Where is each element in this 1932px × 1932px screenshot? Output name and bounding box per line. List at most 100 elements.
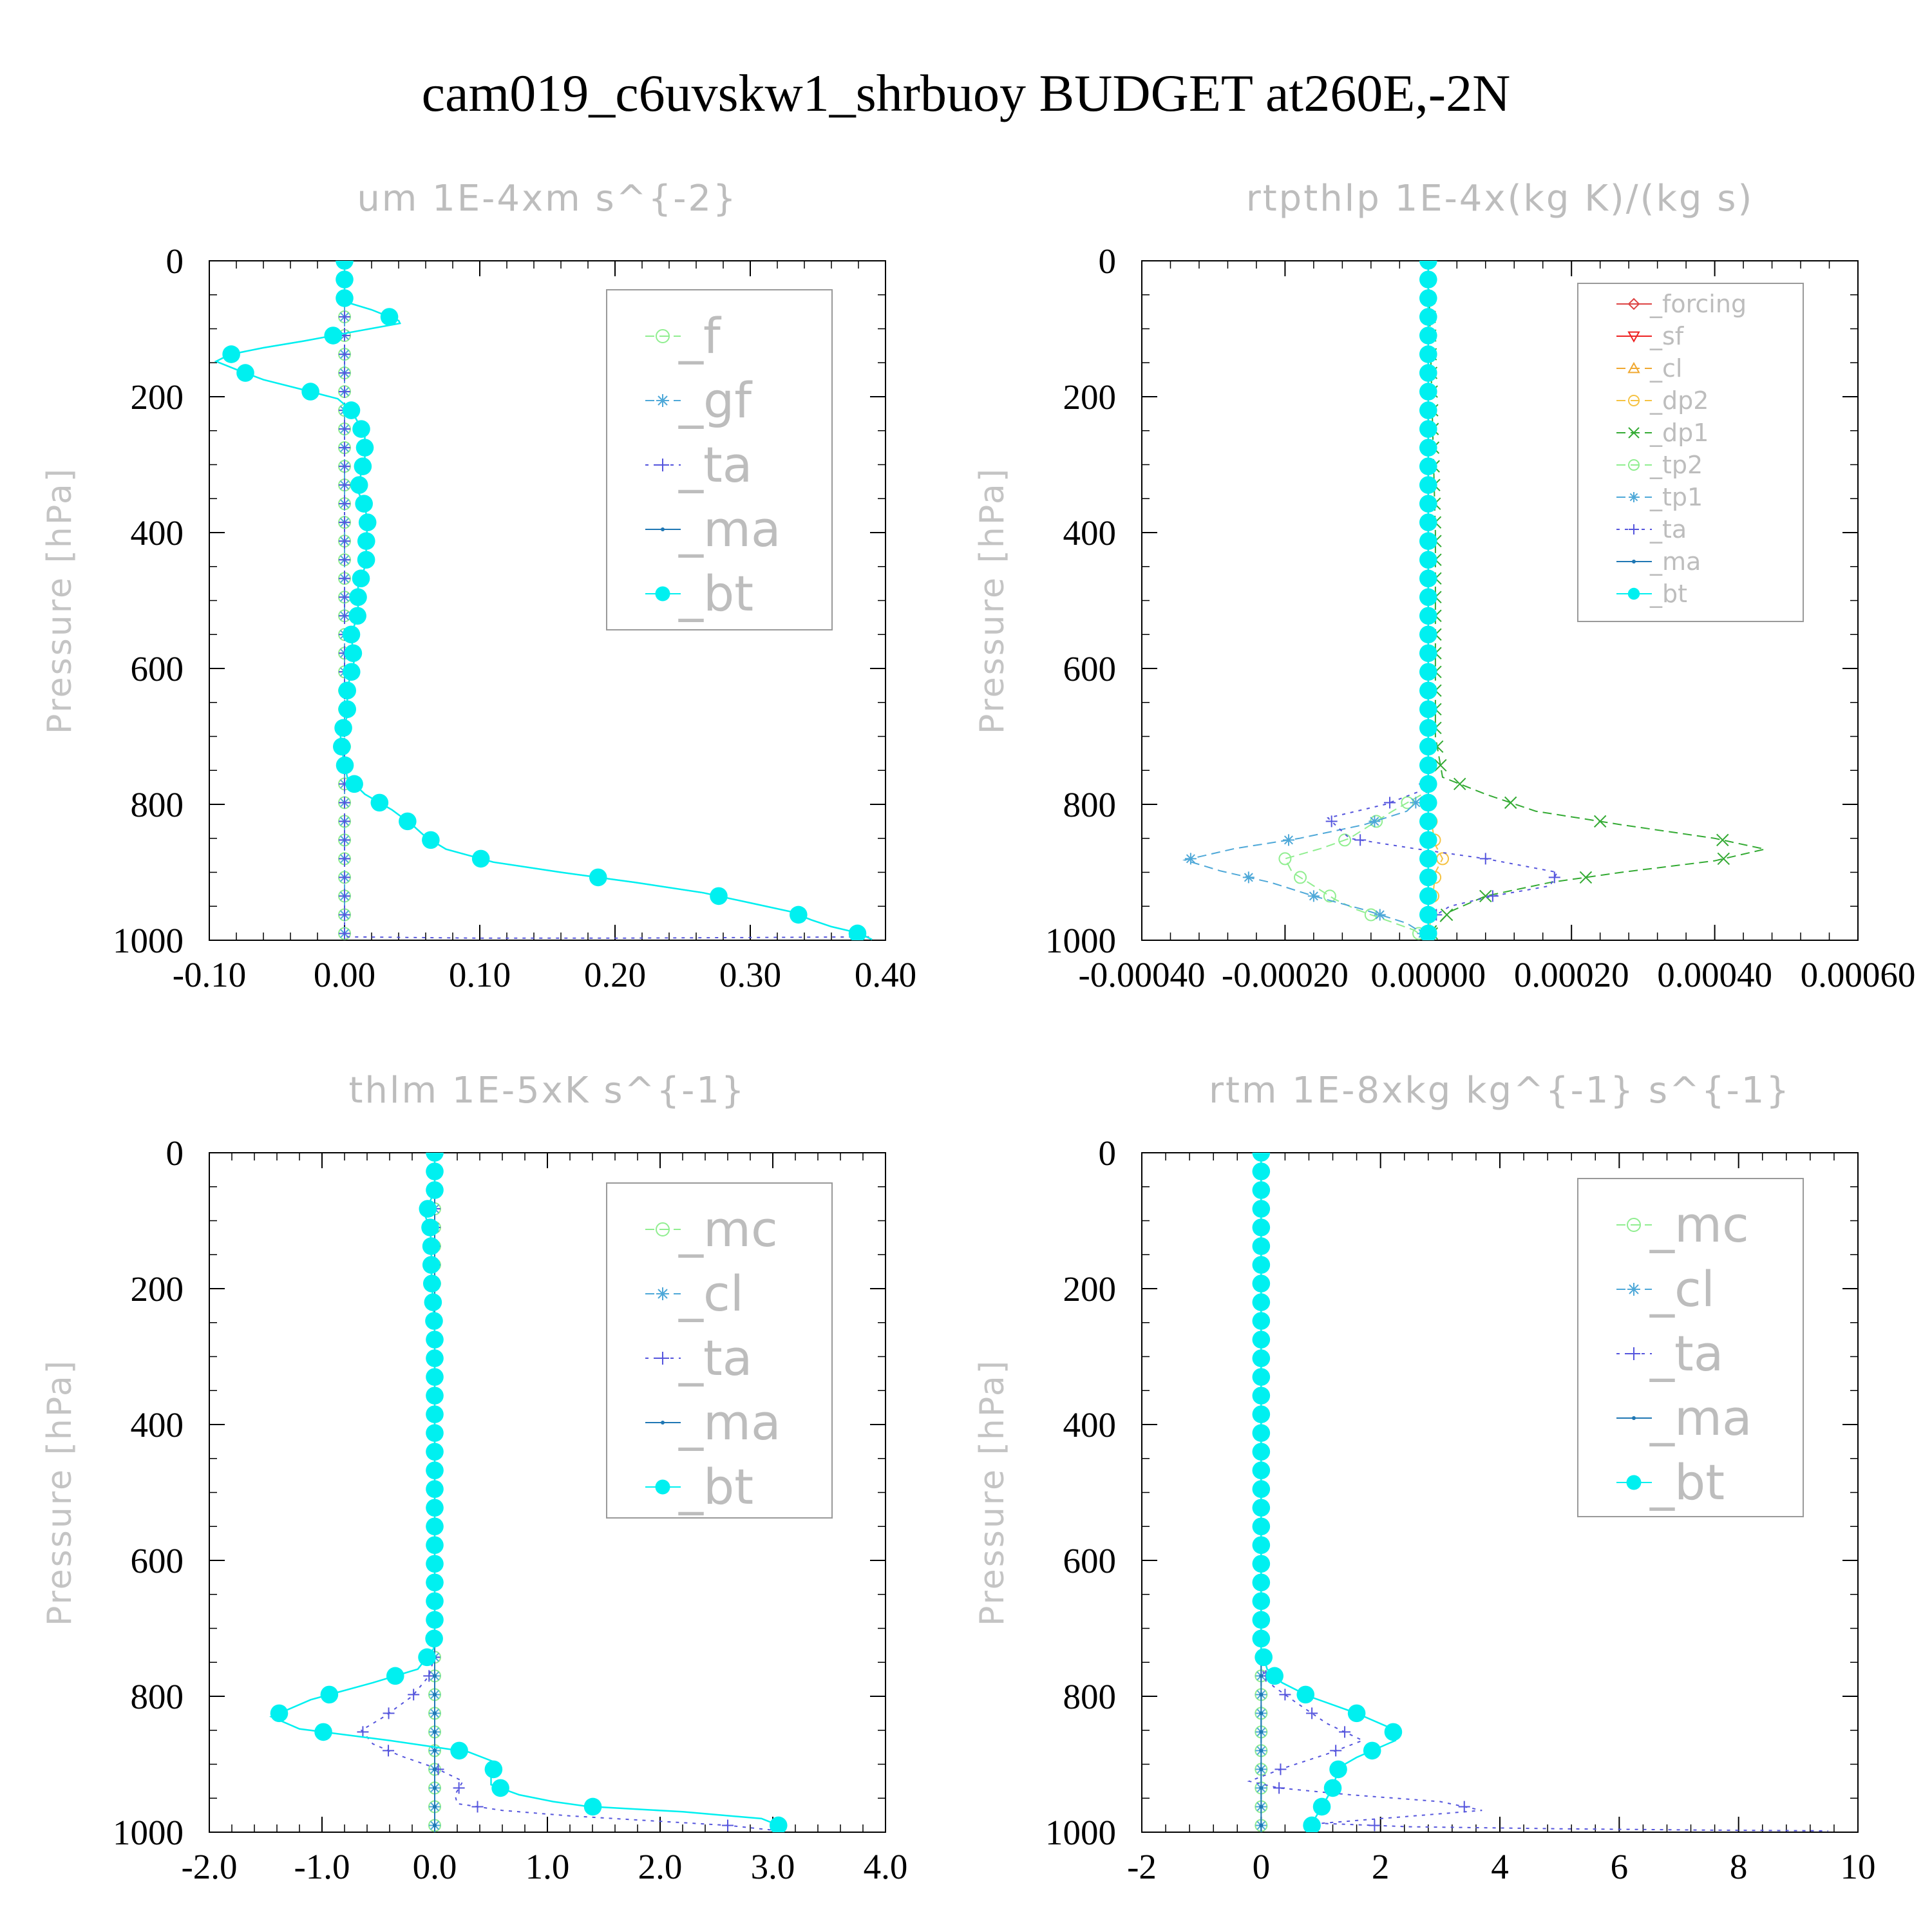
legend-box xyxy=(1577,283,1804,622)
panel-title: rtpthlp 1E-4x(kg K)/(kg s) xyxy=(1246,178,1754,220)
legend-item: _ta xyxy=(1616,515,1687,544)
data-point xyxy=(422,1256,440,1274)
data-point xyxy=(349,588,367,607)
x-tick-label: -0.00040 xyxy=(1078,955,1205,994)
legend-marker xyxy=(1627,298,1640,310)
data-point xyxy=(1252,1162,1271,1180)
legend-label: _sf xyxy=(1649,322,1685,350)
data-point xyxy=(1259,1786,1264,1790)
data-point xyxy=(1252,1256,1271,1274)
data-point xyxy=(339,423,350,435)
legend-label: _forcing xyxy=(1649,290,1747,318)
data-point xyxy=(380,308,399,326)
y-axis-label: Pressure [hPa] xyxy=(973,467,1012,734)
data-point xyxy=(484,1760,503,1779)
x-tick-label: -2 xyxy=(1127,1847,1157,1886)
data-point xyxy=(426,1181,444,1199)
data-point xyxy=(769,1816,788,1832)
y-axis-label: Pressure [hPa] xyxy=(41,1359,79,1626)
legend-box xyxy=(1577,1178,1804,1517)
x-tick-label: -2.0 xyxy=(181,1847,237,1886)
chart-panel-4: rtm 1E-8xkg kg^{-1} s^{-1} -2 0 2 4 6 8 10 0 200 4… xyxy=(973,1070,1876,1886)
data-point xyxy=(339,311,350,323)
data-point xyxy=(1252,1218,1271,1236)
data-point xyxy=(422,1237,440,1255)
data-point xyxy=(1419,644,1437,663)
legend-label: _ta xyxy=(678,436,752,493)
data-point xyxy=(1419,495,1437,513)
legend-label: _cl xyxy=(1649,1260,1715,1318)
legend-item: _ma xyxy=(1616,547,1701,576)
data-point xyxy=(1419,383,1437,401)
legend-item: _mc xyxy=(1616,1196,1749,1253)
x-tick-label: 2 xyxy=(1372,1847,1390,1886)
data-point xyxy=(1419,737,1437,756)
data-point xyxy=(426,1536,444,1555)
data-point xyxy=(339,797,350,809)
data-point xyxy=(1347,1704,1366,1723)
legend-item: _ma xyxy=(645,1394,781,1451)
legend-box xyxy=(606,289,833,630)
y-tick-label: 200 xyxy=(1063,1269,1117,1309)
x-tick-label: -1.0 xyxy=(294,1847,350,1886)
data-point xyxy=(1419,793,1437,812)
data-point xyxy=(1419,457,1437,475)
data-point xyxy=(433,1767,437,1772)
data-point xyxy=(1363,1741,1381,1760)
legend-label: _ma xyxy=(1649,547,1701,576)
data-point xyxy=(1479,889,1492,903)
data-point xyxy=(1273,1782,1285,1794)
data-point xyxy=(1486,890,1499,902)
data-point xyxy=(1282,834,1294,846)
y-axis-label: Pressure [hPa] xyxy=(41,467,79,734)
x-tick-label: 4 xyxy=(1491,1847,1509,1886)
legend-marker xyxy=(656,329,670,343)
legend-label: _gf xyxy=(678,372,753,429)
legend-marker xyxy=(656,394,669,407)
data-point xyxy=(1419,364,1437,382)
data-point xyxy=(357,551,375,569)
legend-label: _tp2 xyxy=(1649,451,1703,479)
legend-item: _cl xyxy=(1616,1260,1715,1318)
legend-marker xyxy=(1627,331,1640,343)
data-point xyxy=(1419,588,1437,607)
legend-label: _bt xyxy=(678,565,753,622)
data-point xyxy=(1252,1499,1271,1517)
x-tick-label: 1.0 xyxy=(526,1847,570,1886)
data-point xyxy=(1548,871,1560,884)
data-point xyxy=(336,261,354,270)
y-tick-label: 600 xyxy=(131,1541,184,1580)
data-point xyxy=(1479,853,1492,865)
data-point xyxy=(1440,908,1454,922)
data-point xyxy=(338,700,356,719)
y-tick-label: 1000 xyxy=(113,1813,184,1852)
x-tick-label: 0.00 xyxy=(314,955,375,994)
data-point xyxy=(1307,890,1320,902)
data-point xyxy=(1419,569,1437,588)
data-point xyxy=(355,495,373,513)
y-tick-label: 200 xyxy=(1063,377,1117,417)
data-point xyxy=(1419,625,1437,644)
data-point xyxy=(1252,1293,1271,1311)
data-point xyxy=(1184,853,1197,865)
data-point xyxy=(1259,1674,1264,1678)
data-point xyxy=(1339,1726,1351,1738)
data-point xyxy=(1323,1779,1342,1797)
data-point xyxy=(1252,1405,1271,1423)
data-point xyxy=(426,1153,444,1162)
data-point xyxy=(1419,868,1437,887)
legend-item: _ta xyxy=(645,436,752,493)
y-tick-label: 0 xyxy=(166,242,184,281)
x-tick-label: 0.10 xyxy=(449,955,511,994)
data-point xyxy=(1252,1629,1271,1648)
data-point xyxy=(1419,261,1437,270)
data-point xyxy=(433,1804,437,1809)
series-line xyxy=(1283,261,1429,940)
x-tick-label: 2.0 xyxy=(638,1847,683,1886)
data-point xyxy=(418,1648,436,1667)
legend-label: _dp1 xyxy=(1649,419,1709,447)
data-point xyxy=(386,1667,404,1685)
data-point xyxy=(1454,777,1466,791)
data-point xyxy=(1419,775,1437,793)
data-point xyxy=(1252,1517,1271,1536)
